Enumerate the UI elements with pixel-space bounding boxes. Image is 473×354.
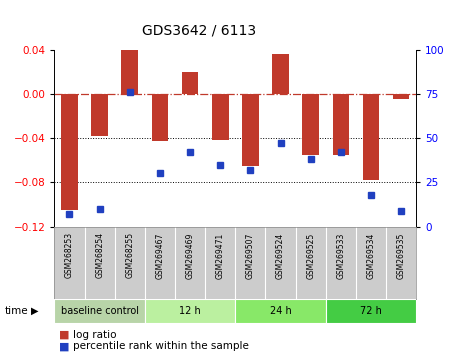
Text: 24 h: 24 h: [270, 306, 291, 316]
Text: GDS3642 / 6113: GDS3642 / 6113: [141, 23, 256, 37]
Bar: [212, 94, 228, 140]
Text: log ratio: log ratio: [73, 330, 117, 339]
Bar: [326, 299, 416, 323]
Bar: [363, 94, 379, 180]
Text: GSM269535: GSM269535: [397, 232, 406, 279]
Text: time: time: [5, 306, 28, 316]
Text: ■: ■: [59, 341, 70, 351]
Bar: [272, 54, 289, 94]
Text: GSM269467: GSM269467: [156, 232, 165, 279]
Bar: [182, 72, 198, 94]
Text: GSM269524: GSM269524: [276, 232, 285, 279]
Text: ■: ■: [59, 330, 70, 339]
Bar: [393, 94, 410, 99]
Text: GSM269534: GSM269534: [367, 232, 376, 279]
Bar: [242, 94, 259, 166]
Text: GSM268254: GSM268254: [95, 232, 104, 279]
Text: GSM268253: GSM268253: [65, 232, 74, 279]
Text: GSM268255: GSM268255: [125, 232, 134, 279]
Bar: [333, 94, 349, 155]
Bar: [235, 299, 326, 323]
Text: 12 h: 12 h: [179, 306, 201, 316]
Text: 72 h: 72 h: [360, 306, 382, 316]
Text: GSM269469: GSM269469: [185, 232, 194, 279]
Text: GSM269533: GSM269533: [336, 232, 345, 279]
Bar: [54, 299, 145, 323]
Bar: [91, 94, 108, 136]
Text: ▶: ▶: [31, 306, 38, 316]
Text: GSM269471: GSM269471: [216, 232, 225, 279]
Text: GSM269507: GSM269507: [246, 232, 255, 279]
Bar: [302, 94, 319, 155]
Bar: [152, 94, 168, 141]
Bar: [145, 299, 235, 323]
Text: percentile rank within the sample: percentile rank within the sample: [73, 341, 249, 351]
Bar: [122, 50, 138, 94]
Text: GSM269525: GSM269525: [306, 232, 315, 279]
Text: baseline control: baseline control: [61, 306, 139, 316]
Bar: [61, 94, 78, 210]
